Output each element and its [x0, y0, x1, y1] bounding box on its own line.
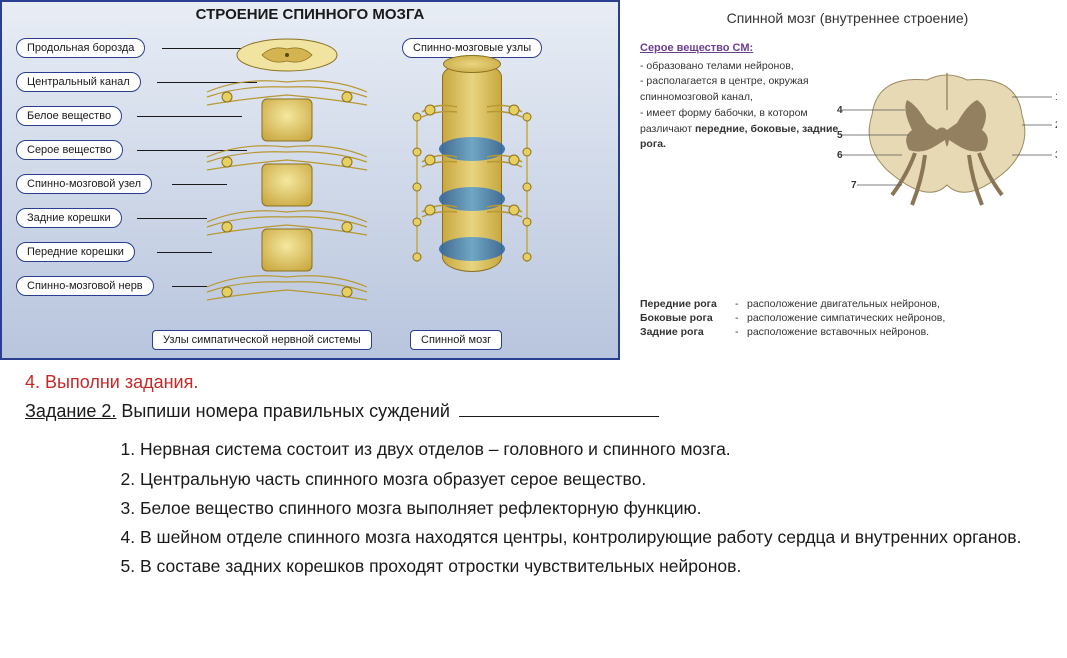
statements-list: Нервная система состоит из двух отделов …	[25, 436, 1047, 580]
label-anterior-roots: Передние корешки	[16, 242, 135, 262]
label-spinal-cord: Спинной мозг	[410, 330, 502, 350]
statement-1: Нервная система состоит из двух отделов …	[140, 436, 1047, 463]
cross-section-svg: 1 2 3 4 5 6 7	[837, 55, 1057, 220]
spinal-cord-internal-diagram: Спинной мозг (внутреннее строение) Серое…	[620, 0, 1067, 360]
answer-blank[interactable]	[459, 416, 659, 417]
cs-label-2: 2	[1055, 120, 1057, 131]
leader-line	[137, 218, 207, 219]
label-sympathetic-nodes: Узлы симпатической нервной системы	[152, 330, 372, 350]
spine-segments-figure	[202, 37, 372, 327]
label-longitudinal-groove: Продольная борозда	[16, 38, 145, 58]
top-section: СТРОЕНИЕ СПИННОГО МОЗГА Продольная бороз…	[0, 0, 1067, 360]
cs-label-7: 7	[851, 180, 857, 191]
statement-4: В шейном отделе спинного мозга находятся…	[140, 524, 1047, 551]
task-heading: 4. Выполни задания.	[25, 370, 1047, 395]
label-spinal-nerve: Спинно-мозговой нерв	[16, 276, 154, 296]
cs-label-5: 5	[837, 130, 843, 141]
horns-row-anterior: Передние рога - расположение двигательны…	[640, 298, 945, 310]
label-gray-matter: Серое вещество	[16, 140, 123, 160]
gray-matter-line3: - имеет форму бабочки, в котором различа…	[640, 106, 850, 153]
gray-matter-line2: - располагается в центре, окружая спинно…	[640, 74, 850, 106]
diagram-left-title: СТРОЕНИЕ СПИННОГО МОЗГА	[2, 2, 618, 27]
gray-matter-description: Серое вещество СМ: - образовано телами н…	[640, 40, 850, 153]
cs-label-1: 1	[1055, 92, 1057, 103]
spinal-cord-structure-diagram: СТРОЕНИЕ СПИННОГО МОЗГА Продольная бороз…	[0, 0, 620, 360]
spine-svg	[202, 37, 372, 327]
statement-2: Центральную часть спинного мозга образуе…	[140, 466, 1047, 493]
statement-5: В составе задних корешков проходят отрос…	[140, 553, 1047, 580]
gray-matter-title: Серое вещество СМ:	[640, 40, 850, 57]
cs-label-4: 4	[837, 105, 843, 116]
horns-row-lateral: Боковые рога - расположение симпатически…	[640, 312, 945, 324]
label-posterior-roots: Задние корешки	[16, 208, 122, 228]
statement-3: Белое вещество спинного мозга выполняет …	[140, 495, 1047, 522]
horns-table: Передние рога - расположение двигательны…	[640, 298, 945, 340]
cross-section-figure: 1 2 3 4 5 6 7	[837, 55, 1057, 220]
horns-row-posterior: Задние рога - расположение вставочных не…	[640, 326, 945, 338]
label-central-canal: Центральный канал	[16, 72, 141, 92]
label-spinal-ganglion: Спинно-мозговой узел	[16, 174, 152, 194]
spinal-column-figure	[402, 62, 542, 322]
cs-label-6: 6	[837, 150, 843, 161]
task-line: Задание 2. Выпиши номера правильных сужд…	[25, 399, 1047, 424]
column-nerves-svg	[402, 62, 542, 322]
cs-label-3: 3	[1055, 150, 1057, 161]
diagram-right-title: Спинной мозг (внутреннее строение)	[640, 10, 1055, 26]
label-white-matter: Белое вещество	[16, 106, 122, 126]
task-section: 4. Выполни задания. Задание 2. Выпиши но…	[0, 360, 1067, 580]
gray-matter-line1: - образовано телами нейронов,	[640, 59, 850, 75]
